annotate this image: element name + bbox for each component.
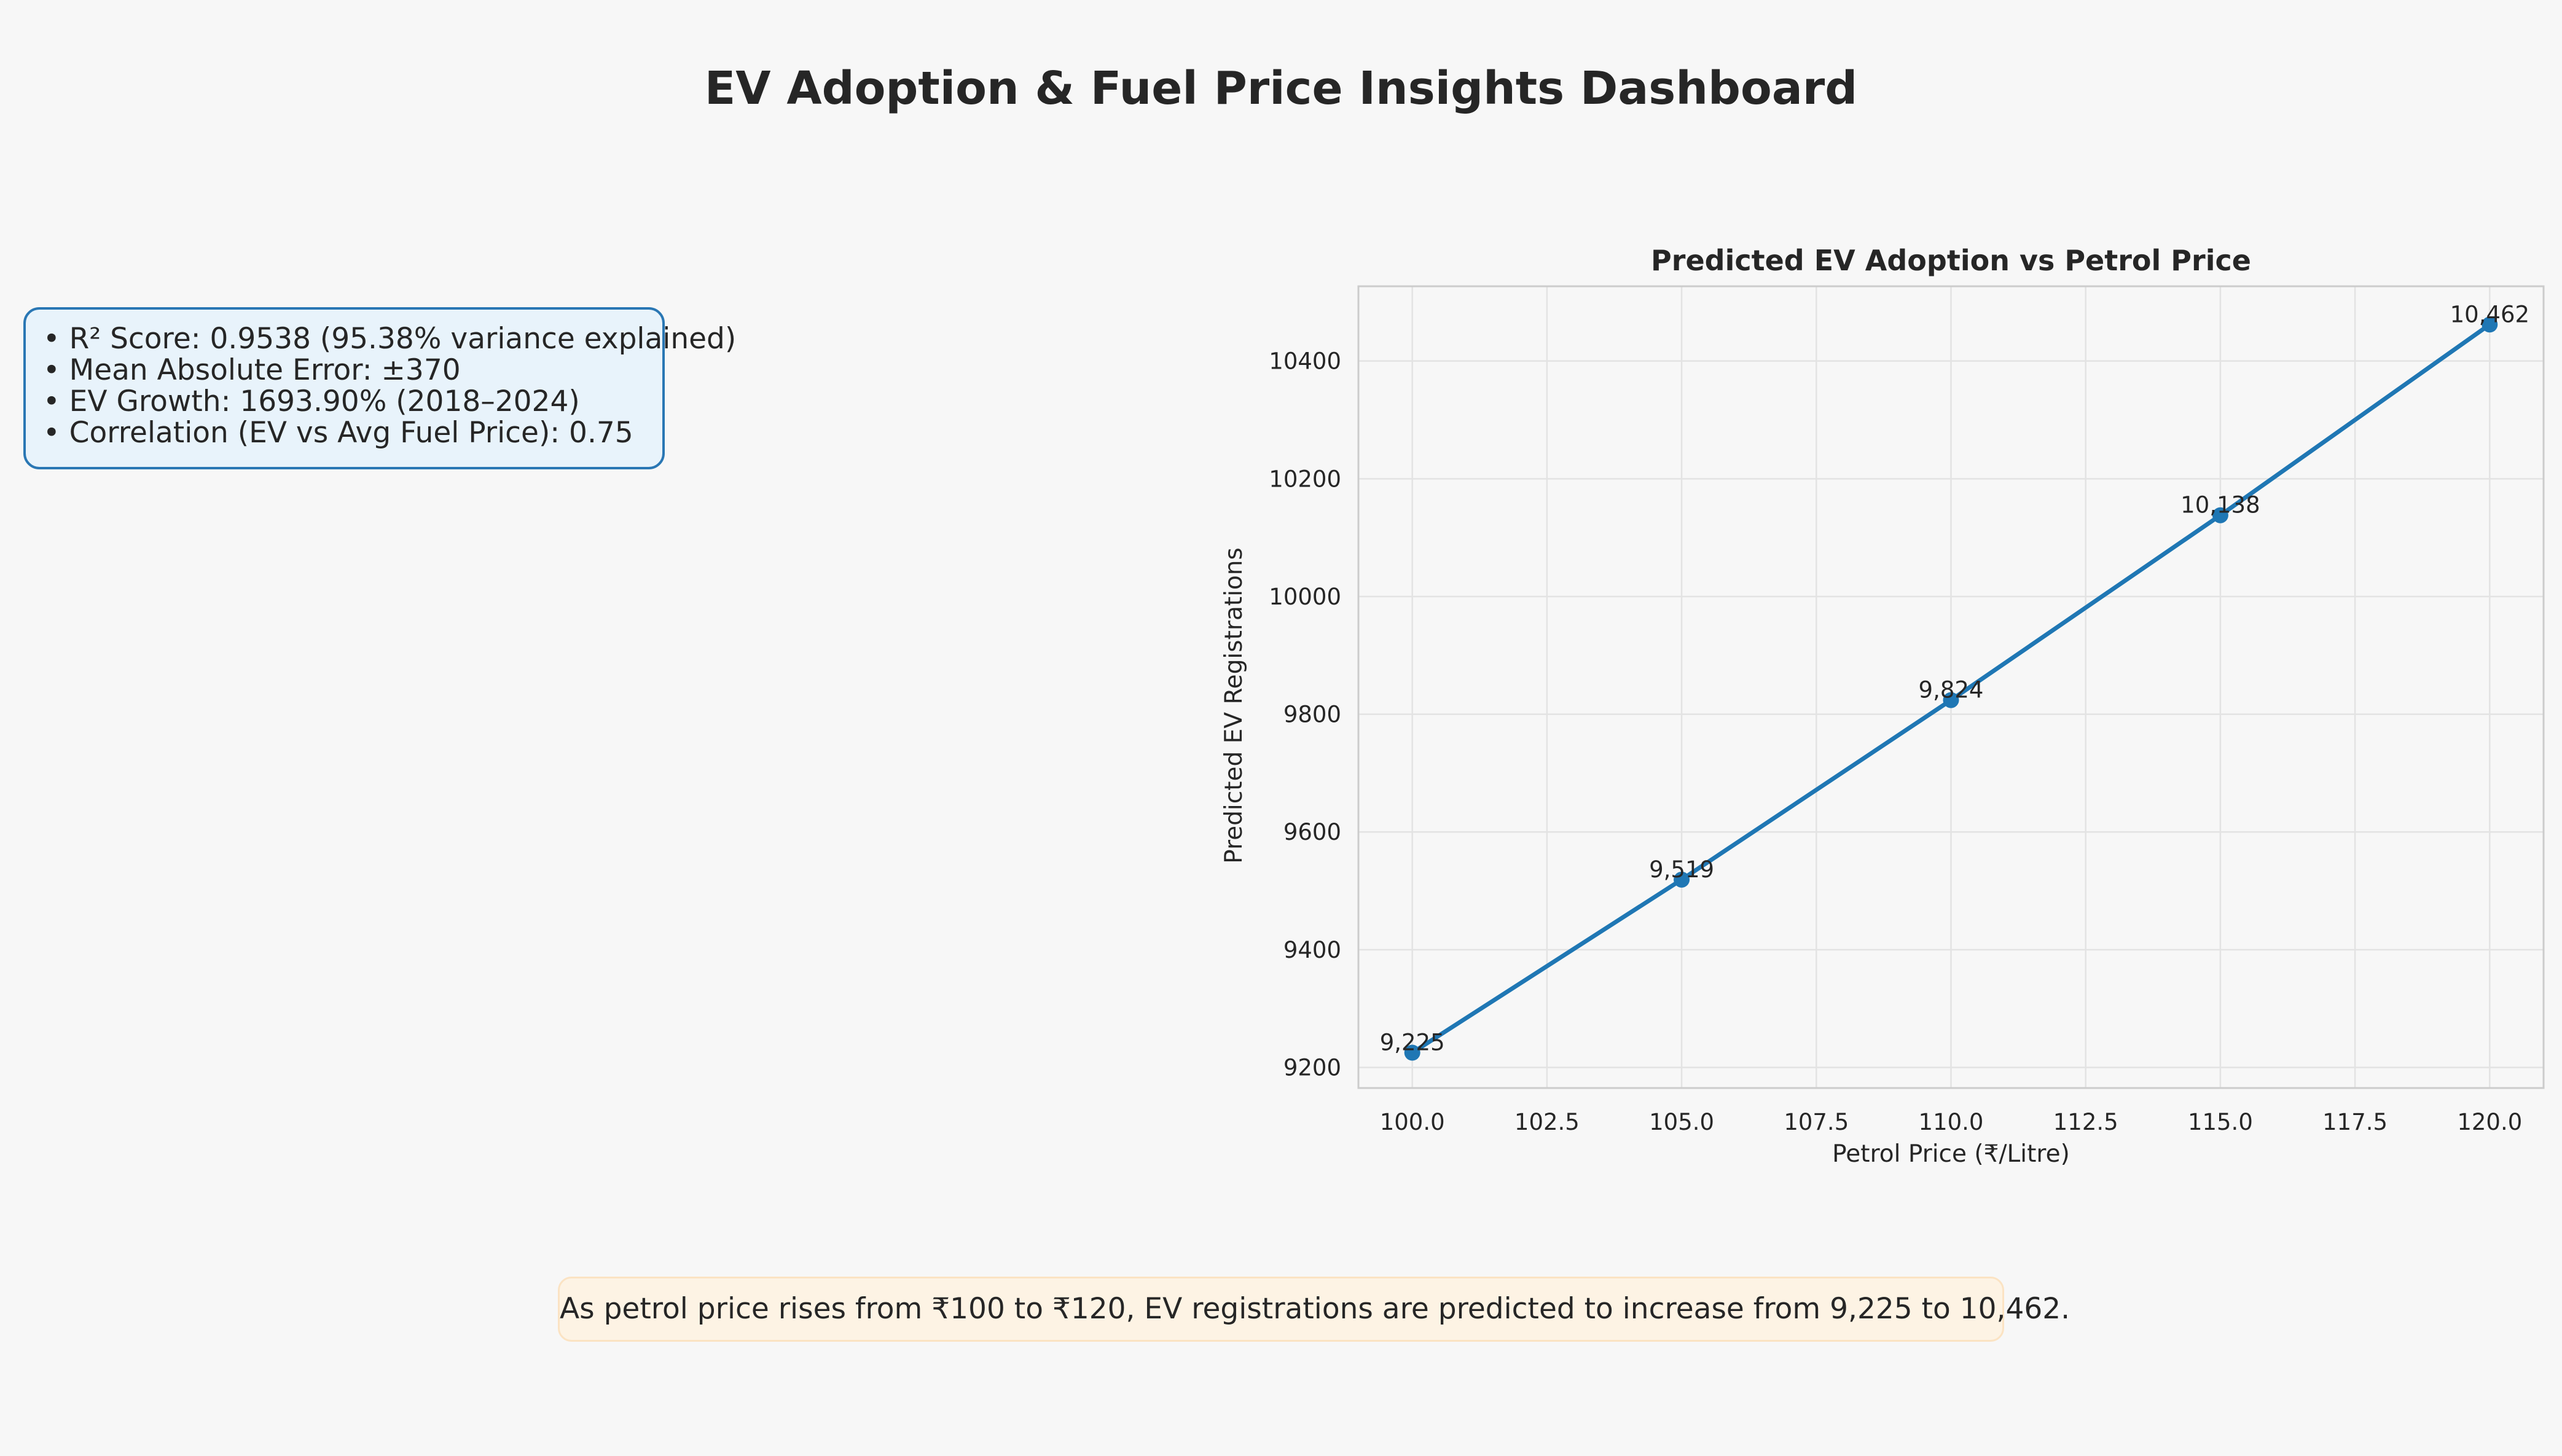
x-tick-label: 100.0 — [1380, 1109, 1445, 1135]
data-point — [2212, 507, 2228, 523]
data-label: 9,824 — [1919, 677, 1984, 703]
metric-mean-absolute-error: • Mean Absolute Error: ±370 — [43, 353, 461, 387]
dashboard-title: EV Adoption & Fuel Price Insights Dashbo… — [704, 62, 1858, 115]
series-layer — [1404, 316, 2498, 1061]
x-tick-label: 107.5 — [1784, 1109, 1849, 1135]
y-tick-label: 9200 — [1283, 1054, 1341, 1081]
chart-title: Predicted EV Adoption vs Petrol Price — [1651, 244, 2251, 277]
x-tick-label: 115.0 — [2188, 1109, 2253, 1135]
data-point — [1404, 1044, 1420, 1061]
insight-callout: As petrol price rises from ₹100 to ₹120,… — [558, 1277, 2070, 1342]
x-axis-ticks: 100.0 102.5 105.0 107.5 110.0 112.5 115.0 117.5… — [1380, 1109, 2523, 1135]
metric-r2-score: • R² Score: 0.9538 (95.38% variance expl… — [43, 322, 737, 356]
plot-frame — [1357, 285, 2545, 1089]
y-tick-label: 9600 — [1283, 819, 1341, 845]
data-point — [1674, 871, 1690, 888]
data-label: 9,225 — [1380, 1030, 1445, 1056]
y-axis-label: Predicted EV Registrations — [1220, 547, 1248, 864]
y-axis-ticks: 9200 9400 9600 9800 10000 10200 10400 — [1269, 348, 1341, 1081]
grid-lines — [1358, 286, 2544, 1088]
data-label: 10,138 — [2180, 492, 2260, 519]
x-tick-label: 110.0 — [1919, 1109, 1984, 1135]
data-label: 9,519 — [1649, 856, 1714, 883]
y-tick-label: 10400 — [1269, 348, 1341, 375]
x-tick-label: 117.5 — [2322, 1109, 2388, 1135]
metric-correlation: • Correlation (EV vs Avg Fuel Price): 0.… — [43, 416, 633, 450]
data-labels: 9,225 9,519 9,824 10,138 10,462 — [1380, 301, 2529, 1055]
x-tick-label: 102.5 — [1514, 1109, 1580, 1135]
metric-ev-growth: • EV Growth: 1693.90% (2018–2024) — [43, 385, 580, 418]
data-label: 10,462 — [2450, 301, 2529, 327]
metrics-summary-box: • R² Score: 0.9538 (95.38% variance expl… — [23, 307, 737, 469]
x-tick-label: 112.5 — [2053, 1109, 2118, 1135]
y-tick-label: 10200 — [1269, 466, 1341, 492]
y-tick-label: 9800 — [1283, 702, 1341, 728]
y-tick-label: 9400 — [1283, 937, 1341, 963]
data-point — [1943, 692, 1959, 708]
x-axis-label: Petrol Price (₹/Litre) — [1832, 1140, 2070, 1168]
x-tick-label: 105.0 — [1649, 1109, 1714, 1135]
data-point — [2482, 316, 2498, 333]
x-tick-label: 120.0 — [2457, 1109, 2522, 1135]
y-tick-label: 10000 — [1269, 584, 1341, 610]
